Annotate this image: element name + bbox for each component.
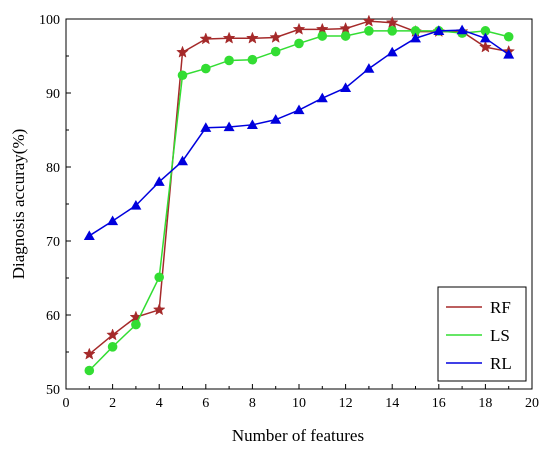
data-point-rl bbox=[410, 32, 421, 43]
data-point-rf bbox=[246, 31, 259, 44]
data-point-ls bbox=[224, 55, 234, 66]
data-point-rf bbox=[385, 16, 399, 29]
data-point-rl bbox=[340, 82, 352, 92]
data-point-rl bbox=[293, 104, 305, 115]
data-point-rf bbox=[106, 328, 119, 341]
x-tick-label: 18 bbox=[478, 396, 492, 411]
x-tick-label: 14 bbox=[385, 396, 399, 411]
x-tick-label: 16 bbox=[432, 396, 446, 411]
x-tick-label: 0 bbox=[63, 396, 70, 411]
legend-box bbox=[437, 286, 527, 382]
data-point-rl bbox=[246, 119, 258, 129]
data-point-rf bbox=[222, 31, 236, 44]
data-point-rl bbox=[200, 122, 212, 132]
data-point-ls bbox=[154, 272, 164, 283]
ticks: 0 2 4 6 8 10 12 14 16 18 20 50 60 70 80 90 100 bbox=[39, 13, 539, 411]
data-point-ls bbox=[201, 63, 211, 74]
y-tick-label: 90 bbox=[46, 87, 60, 102]
x-tick-label: 2 bbox=[109, 396, 116, 411]
data-point-rl bbox=[456, 24, 468, 35]
series-line-rl bbox=[88, 29, 510, 237]
x-tick-label: 20 bbox=[525, 396, 539, 411]
x-tick-label: 12 bbox=[339, 396, 353, 411]
data-point-rf bbox=[479, 40, 492, 53]
data-point-rl bbox=[503, 49, 515, 59]
data-point-rl bbox=[223, 121, 235, 132]
data-point-ls bbox=[294, 38, 304, 49]
data-point-ls bbox=[131, 319, 141, 330]
x-tick-label: 4 bbox=[156, 396, 163, 411]
x-tick-label: 10 bbox=[292, 396, 306, 411]
legend: RF LS RL bbox=[437, 286, 527, 382]
y-tick-label: 70 bbox=[46, 235, 60, 250]
data-point-rl bbox=[130, 199, 142, 210]
data-point-rf bbox=[199, 32, 213, 45]
series-lines bbox=[82, 14, 516, 376]
data-point-rl bbox=[177, 155, 188, 166]
data-point-rl bbox=[153, 176, 165, 186]
x-axis-label: Number of features bbox=[232, 426, 364, 445]
y-tick-label: 50 bbox=[46, 383, 60, 398]
y-tick-label: 100 bbox=[39, 13, 60, 28]
data-point-rf bbox=[152, 303, 166, 316]
legend-label-ls: LS bbox=[490, 326, 510, 345]
data-point-ls bbox=[410, 26, 421, 36]
data-point-ls bbox=[317, 31, 328, 41]
y-tick-label: 60 bbox=[46, 309, 60, 324]
data-point-ls bbox=[270, 46, 281, 57]
data-point-rf bbox=[339, 21, 352, 35]
data-point-ls bbox=[387, 26, 398, 36]
data-point-ls bbox=[247, 54, 258, 65]
data-point-rl bbox=[363, 63, 375, 73]
data-point-rl bbox=[107, 215, 119, 226]
y-tick-label: 80 bbox=[46, 161, 60, 176]
data-point-ls bbox=[364, 26, 374, 36]
data-point-rf bbox=[292, 22, 306, 35]
legend-label-rf: RF bbox=[490, 298, 511, 317]
data-point-rl bbox=[386, 46, 398, 57]
y-axis-label: Diagnosis accuray(%) bbox=[9, 129, 28, 280]
data-point-ls bbox=[177, 70, 188, 81]
data-point-rl bbox=[433, 25, 445, 35]
x-tick-label: 8 bbox=[249, 396, 256, 411]
x-tick-label: 6 bbox=[202, 396, 209, 411]
data-point-ls bbox=[84, 365, 95, 376]
legend-label-rl: RL bbox=[490, 354, 512, 373]
data-point-rf bbox=[362, 14, 376, 27]
data-point-rl bbox=[270, 114, 282, 124]
data-point-rl bbox=[479, 32, 491, 43]
data-point-ls bbox=[340, 31, 351, 41]
data-point-rf bbox=[176, 45, 189, 58]
series-rl bbox=[83, 24, 515, 240]
data-point-rf bbox=[82, 347, 96, 360]
data-point-ls bbox=[107, 342, 118, 352]
data-point-ls bbox=[503, 31, 514, 42]
data-point-rl bbox=[316, 92, 328, 103]
data-point-rl bbox=[83, 230, 95, 240]
data-point-rf bbox=[269, 30, 283, 43]
data-point-ls bbox=[480, 26, 491, 36]
